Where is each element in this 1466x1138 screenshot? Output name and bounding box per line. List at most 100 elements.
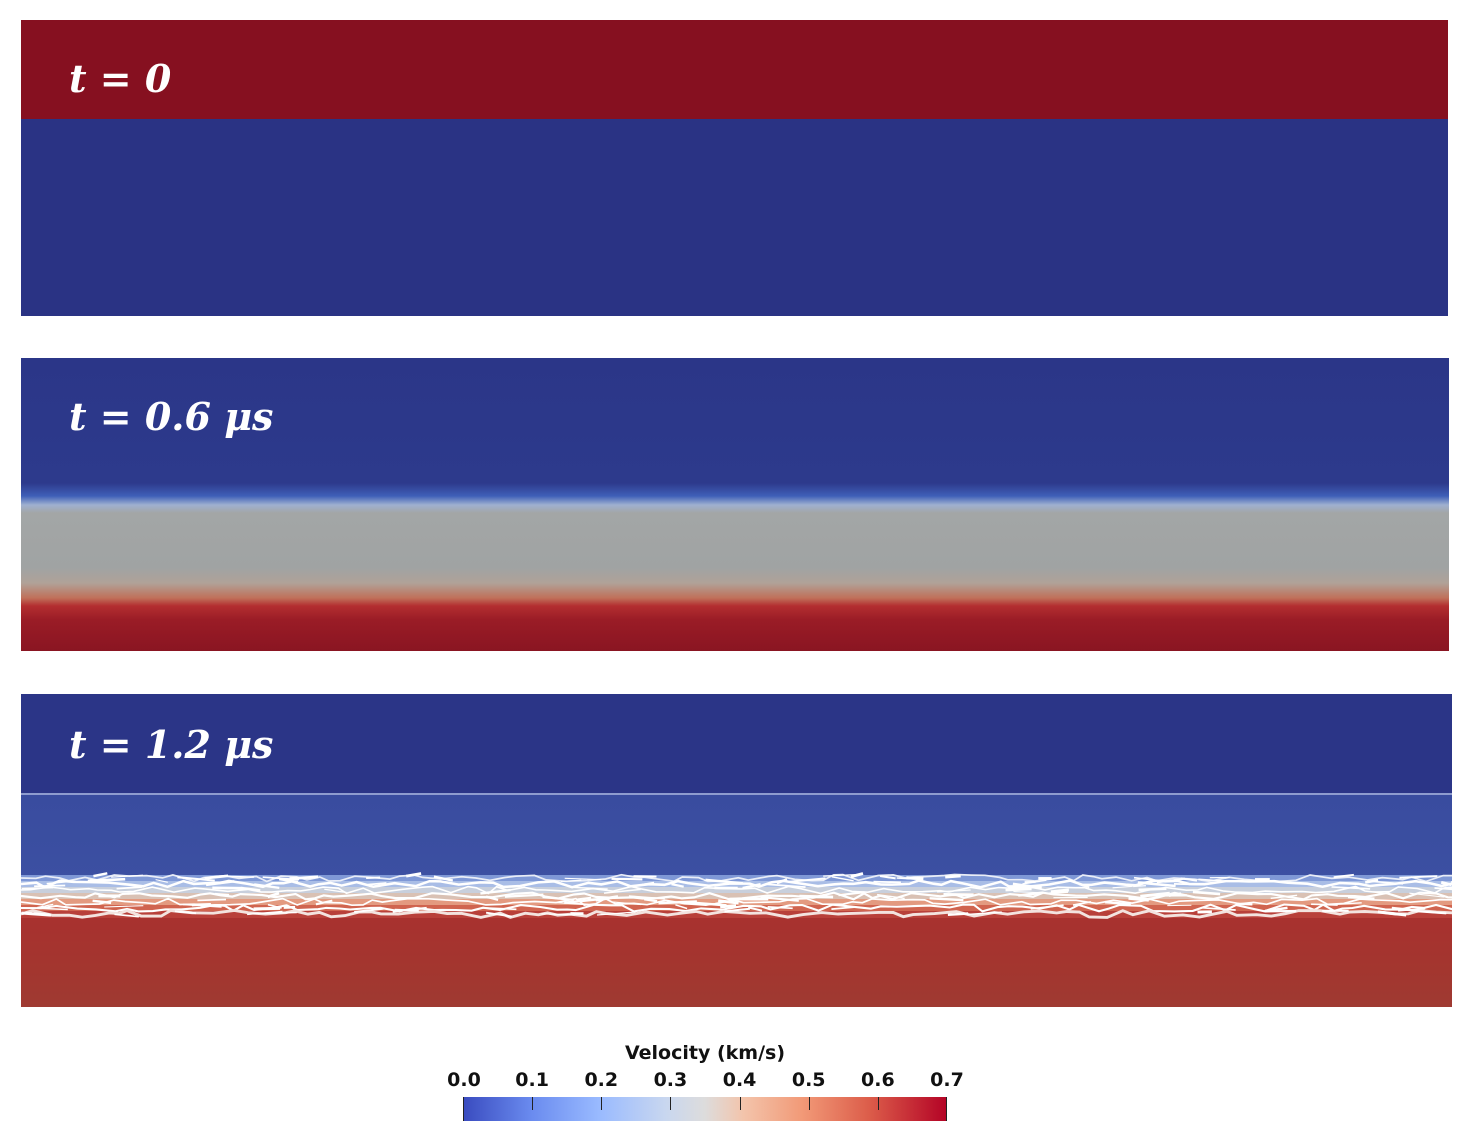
fracture-band bbox=[21, 887, 1452, 894]
fracture-crack bbox=[1005, 887, 1032, 892]
fracture-crack bbox=[1050, 888, 1070, 894]
fracture-crack bbox=[37, 903, 54, 909]
fracture-crack bbox=[111, 874, 144, 878]
fracture-crack bbox=[1444, 886, 1452, 889]
fracture-crack bbox=[1235, 902, 1253, 906]
fracture-crack bbox=[1030, 904, 1064, 910]
fracture-crack bbox=[724, 907, 751, 913]
panel-label-t0: t = 0 bbox=[69, 56, 172, 101]
fracture-crack bbox=[1140, 891, 1170, 898]
fracture-crack bbox=[1173, 883, 1203, 886]
fracture-crack bbox=[675, 904, 688, 910]
fracture-crack bbox=[394, 908, 419, 912]
colorbar-tick-label: 0.6 bbox=[861, 1069, 895, 1091]
fracture-crack bbox=[116, 886, 142, 890]
fracture-crack bbox=[776, 878, 788, 885]
fracture-crack bbox=[480, 888, 511, 895]
fracture-crack bbox=[787, 877, 826, 883]
middle-region bbox=[21, 795, 1452, 887]
fracture-crack bbox=[1434, 887, 1452, 891]
fracture-crack bbox=[104, 905, 144, 908]
fracture-crack bbox=[1012, 882, 1042, 890]
fracture-crack bbox=[766, 883, 806, 888]
velocity-panel-t12: t = 1.2 μs bbox=[21, 694, 1452, 1007]
fracture-crack bbox=[225, 875, 254, 878]
fracture-crack bbox=[247, 910, 283, 916]
fracture-crack bbox=[873, 880, 901, 884]
fracture-crack bbox=[906, 876, 924, 881]
fracture-crack bbox=[687, 901, 727, 907]
fracture-crack bbox=[315, 899, 333, 906]
fracture-crack bbox=[929, 897, 964, 902]
fracture-crack bbox=[1333, 873, 1355, 879]
fracture-crack bbox=[720, 904, 737, 909]
fracture-crack bbox=[174, 910, 197, 915]
fracture-crack bbox=[1128, 896, 1149, 902]
fracture-crack bbox=[572, 902, 589, 906]
fracture-crack bbox=[177, 876, 215, 882]
fracture-crack bbox=[704, 879, 737, 884]
fracture-crack bbox=[485, 895, 499, 902]
fracture-band bbox=[21, 905, 1452, 912]
fracture-crack bbox=[433, 875, 454, 882]
fracture-crack bbox=[278, 878, 299, 883]
fracture-crack bbox=[21, 911, 52, 917]
fracture-crack bbox=[595, 895, 619, 902]
fracture-band bbox=[21, 911, 1452, 918]
colorbar-tick-mark bbox=[878, 1097, 879, 1110]
fracture-crack bbox=[267, 891, 280, 899]
colorbar-tick-mark bbox=[532, 1097, 533, 1110]
fracture-crack bbox=[564, 897, 600, 904]
fracture-crack bbox=[799, 894, 834, 899]
fracture-crack bbox=[742, 882, 761, 890]
fracture-crack bbox=[850, 872, 864, 879]
fracture-crack bbox=[240, 886, 261, 892]
fracture-crack bbox=[1202, 906, 1236, 911]
lower-region bbox=[21, 916, 1452, 1007]
fracture-crack bbox=[577, 896, 592, 901]
velocity-panel-t0: t = 0 bbox=[21, 20, 1448, 316]
fracture-crack bbox=[155, 879, 168, 883]
fracture-crack bbox=[945, 874, 961, 879]
fracture-crack bbox=[718, 899, 739, 905]
fracture-crack bbox=[572, 886, 608, 890]
fracture-crack bbox=[87, 877, 126, 883]
fracture-crack bbox=[541, 913, 576, 916]
fracture-crack bbox=[92, 899, 112, 905]
fracture-crack bbox=[366, 876, 381, 880]
colorbar-tick-label: 0.3 bbox=[653, 1069, 688, 1091]
colorbar-tick-label: 0.1 bbox=[515, 1069, 549, 1091]
fracture-crack bbox=[204, 874, 229, 880]
fracture-crack bbox=[324, 888, 347, 894]
fracture-crack bbox=[1078, 883, 1090, 889]
fracture-crack bbox=[603, 888, 641, 894]
fracture-crack bbox=[1198, 878, 1230, 883]
fracture-crack bbox=[705, 878, 744, 884]
fracture-crack bbox=[1133, 885, 1146, 888]
fracture-crack bbox=[747, 906, 763, 912]
panel-label-t12: t = 1.2 μs bbox=[69, 722, 274, 767]
fracture-crack bbox=[1192, 890, 1221, 896]
fracture-crack bbox=[564, 877, 602, 881]
fracture-crack bbox=[879, 874, 896, 880]
fracture-crack bbox=[1377, 910, 1407, 917]
fracture-crack bbox=[967, 911, 1002, 916]
fracture-crack bbox=[831, 876, 854, 882]
fracture-crack bbox=[1409, 892, 1445, 898]
fracture-crack bbox=[504, 893, 544, 898]
colorbar-tick-mark bbox=[740, 1097, 741, 1110]
fracture-crack bbox=[34, 884, 66, 888]
fracture-crack bbox=[214, 892, 230, 896]
fracture-crack bbox=[1416, 910, 1447, 915]
fracture-crack bbox=[641, 881, 655, 887]
fracture-crack bbox=[831, 906, 855, 910]
fracture-crack bbox=[877, 893, 905, 900]
velocity-panel-t06: t = 0.6 μs bbox=[21, 358, 1449, 651]
fracture-crack bbox=[1156, 877, 1186, 884]
colorbar-tick-label: 0.4 bbox=[722, 1069, 757, 1091]
fracture-crack bbox=[1180, 877, 1198, 882]
fracture-crack bbox=[1440, 880, 1452, 887]
fracture-crack bbox=[254, 883, 280, 890]
colorbar-tick-label: 0.0 bbox=[447, 1069, 481, 1091]
fracture-crack bbox=[482, 906, 517, 911]
